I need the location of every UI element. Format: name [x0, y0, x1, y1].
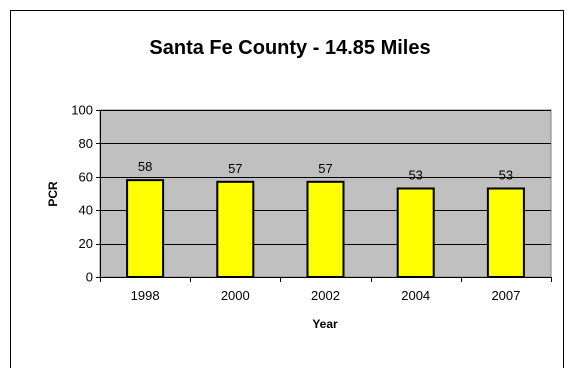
bar-1998: [126, 179, 165, 278]
data-label-1998: 58: [138, 159, 152, 174]
bar-2002: [306, 180, 345, 278]
x-tick-label: 2002: [311, 288, 340, 303]
data-label-2002: 57: [318, 161, 332, 176]
x-tick-label: 2007: [491, 288, 520, 303]
data-labels: 58 57 57 53 53: [138, 159, 513, 182]
y-axis-title: PCR: [46, 181, 60, 207]
x-tick-label: 1998: [131, 288, 160, 303]
x-axis-title: Year: [312, 317, 338, 331]
chart-title: Santa Fe County - 14.85 Miles: [149, 37, 430, 59]
data-label-2007: 53: [499, 167, 513, 182]
bars: [126, 179, 525, 279]
y-tick-label: 0: [86, 270, 93, 285]
y-tick-labels: 0 20 40 60 80 100: [71, 103, 93, 285]
x-tick-label: 2004: [401, 288, 430, 303]
bar-2000: [216, 180, 255, 278]
data-label-2000: 57: [228, 161, 242, 176]
y-tick-label: 100: [71, 103, 93, 118]
y-tick-label: 40: [79, 203, 93, 218]
y-tick-label: 20: [79, 236, 93, 251]
axes: [96, 110, 552, 282]
y-tick-label: 80: [79, 136, 93, 151]
data-label-2004: 53: [408, 167, 422, 182]
x-tick-labels: 1998 2000 2002 2004 2007: [131, 288, 521, 303]
x-tick-label: 2000: [221, 288, 250, 303]
bar-2007: [486, 187, 525, 279]
bar-2004: [396, 187, 435, 279]
y-tick-label: 60: [79, 169, 93, 184]
